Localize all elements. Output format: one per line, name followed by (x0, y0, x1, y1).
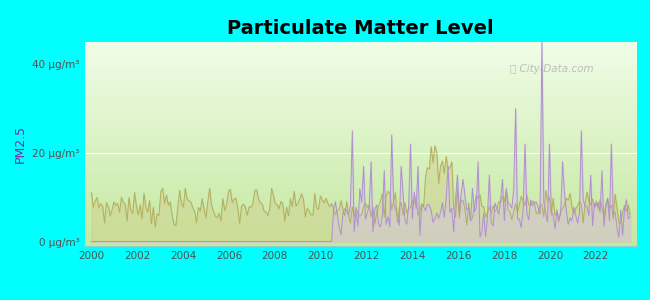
Y-axis label: PM2.5: PM2.5 (14, 125, 27, 163)
Text: ⓘ City-Data.com: ⓘ City-Data.com (510, 64, 593, 74)
Title: Particulate Matter Level: Particulate Matter Level (227, 19, 494, 38)
